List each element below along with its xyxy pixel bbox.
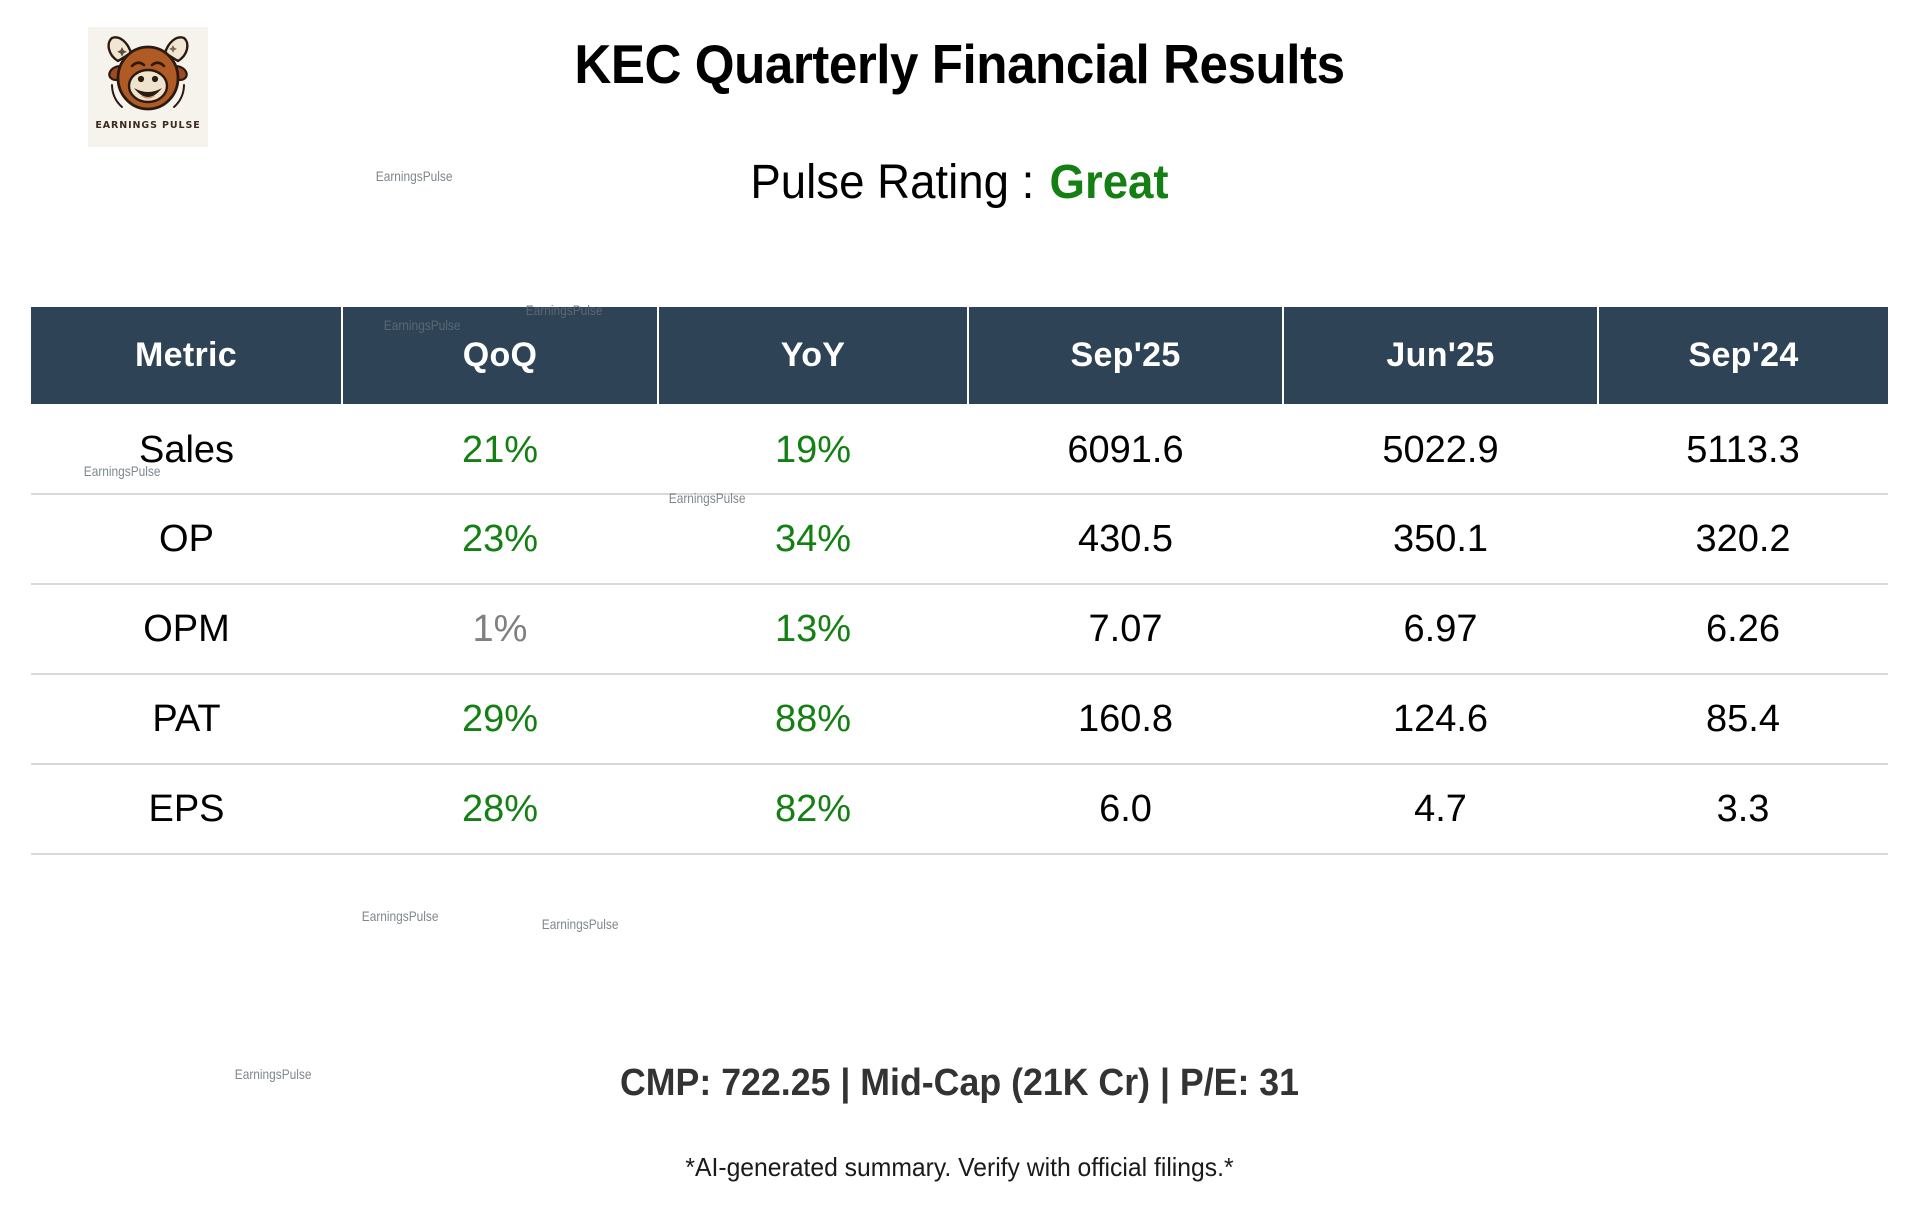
watermark-6: EarningsPulse (541, 916, 619, 932)
column-header-sep25: Sep'25 (968, 307, 1284, 404)
current-value: 160.8 (968, 674, 1283, 765)
previous-value: 5022.9 (1283, 404, 1598, 495)
metric-label: EPS (31, 764, 342, 855)
yoy-value: 34% (658, 494, 968, 585)
yoy-value: 13% (658, 584, 968, 675)
table-row: OP 23% 34% 430.5 350.1 320.2 (31, 494, 1888, 585)
watermark-5: EarningsPulse (361, 908, 439, 924)
current-value: 430.5 (968, 494, 1283, 585)
metric-label: OP (31, 494, 342, 585)
previous-value: 6.97 (1283, 584, 1598, 675)
page-title: KEC Quarterly Financial Results (574, 33, 1345, 95)
disclaimer-text: *AI-generated summary. Verify with offic… (685, 1152, 1234, 1182)
logo-caption: EARNINGS PULSE (95, 120, 201, 131)
current-value: 7.07 (968, 584, 1283, 675)
qoq-value: 1% (342, 584, 658, 675)
bull-mascot-icon (107, 36, 189, 111)
metric-label: Sales (31, 404, 342, 495)
previous-value: 4.7 (1283, 764, 1598, 855)
previous-value: 124.6 (1283, 674, 1598, 765)
pulse-rating-value: Great (1049, 156, 1169, 209)
table-row: EPS 28% 82% 6.0 4.7 3.3 (31, 764, 1888, 855)
year-ago-value: 3.3 (1598, 764, 1888, 855)
pulse-rating: Pulse Rating : Great (48, 155, 1871, 210)
metric-label: OPM (31, 584, 342, 675)
pulse-rating-label: Pulse Rating : (750, 156, 1035, 209)
metric-label: PAT (31, 674, 342, 765)
column-header-metric: Metric (31, 307, 343, 404)
qoq-value: 29% (342, 674, 658, 765)
year-ago-value: 85.4 (1598, 674, 1888, 765)
table-row: OPM 1% 13% 7.07 6.97 6.26 (31, 584, 1888, 675)
financial-results-table: Metric QoQ YoY Sep'25 Jun'25 Sep'24 Sale… (31, 307, 1888, 855)
table-header-row: Metric QoQ YoY Sep'25 Jun'25 Sep'24 (31, 307, 1888, 404)
column-header-jun25: Jun'25 (1283, 307, 1599, 404)
yoy-value: 82% (658, 764, 968, 855)
table-row: PAT 29% 88% 160.8 124.6 85.4 (31, 674, 1888, 765)
current-value: 6.0 (968, 764, 1283, 855)
column-header-sep24: Sep'24 (1598, 307, 1888, 404)
column-header-qoq: QoQ (342, 307, 659, 404)
yoy-value: 19% (658, 404, 968, 495)
column-header-yoy: YoY (658, 307, 969, 404)
qoq-value: 28% (342, 764, 658, 855)
brand-logo: EARNINGS PULSE (88, 27, 208, 147)
yoy-value: 88% (658, 674, 968, 765)
cmp-summary-line: CMP: 722.25 | Mid-Cap (21K Cr) | P/E: 31 (619, 1062, 1300, 1104)
table-row: Sales 21% 19% 6091.6 5022.9 5113.3 (31, 404, 1888, 495)
previous-value: 350.1 (1283, 494, 1598, 585)
qoq-value: 23% (342, 494, 658, 585)
qoq-value: 21% (342, 404, 658, 495)
year-ago-value: 6.26 (1598, 584, 1888, 675)
year-ago-value: 5113.3 (1598, 404, 1888, 495)
year-ago-value: 320.2 (1598, 494, 1888, 585)
current-value: 6091.6 (968, 404, 1283, 495)
